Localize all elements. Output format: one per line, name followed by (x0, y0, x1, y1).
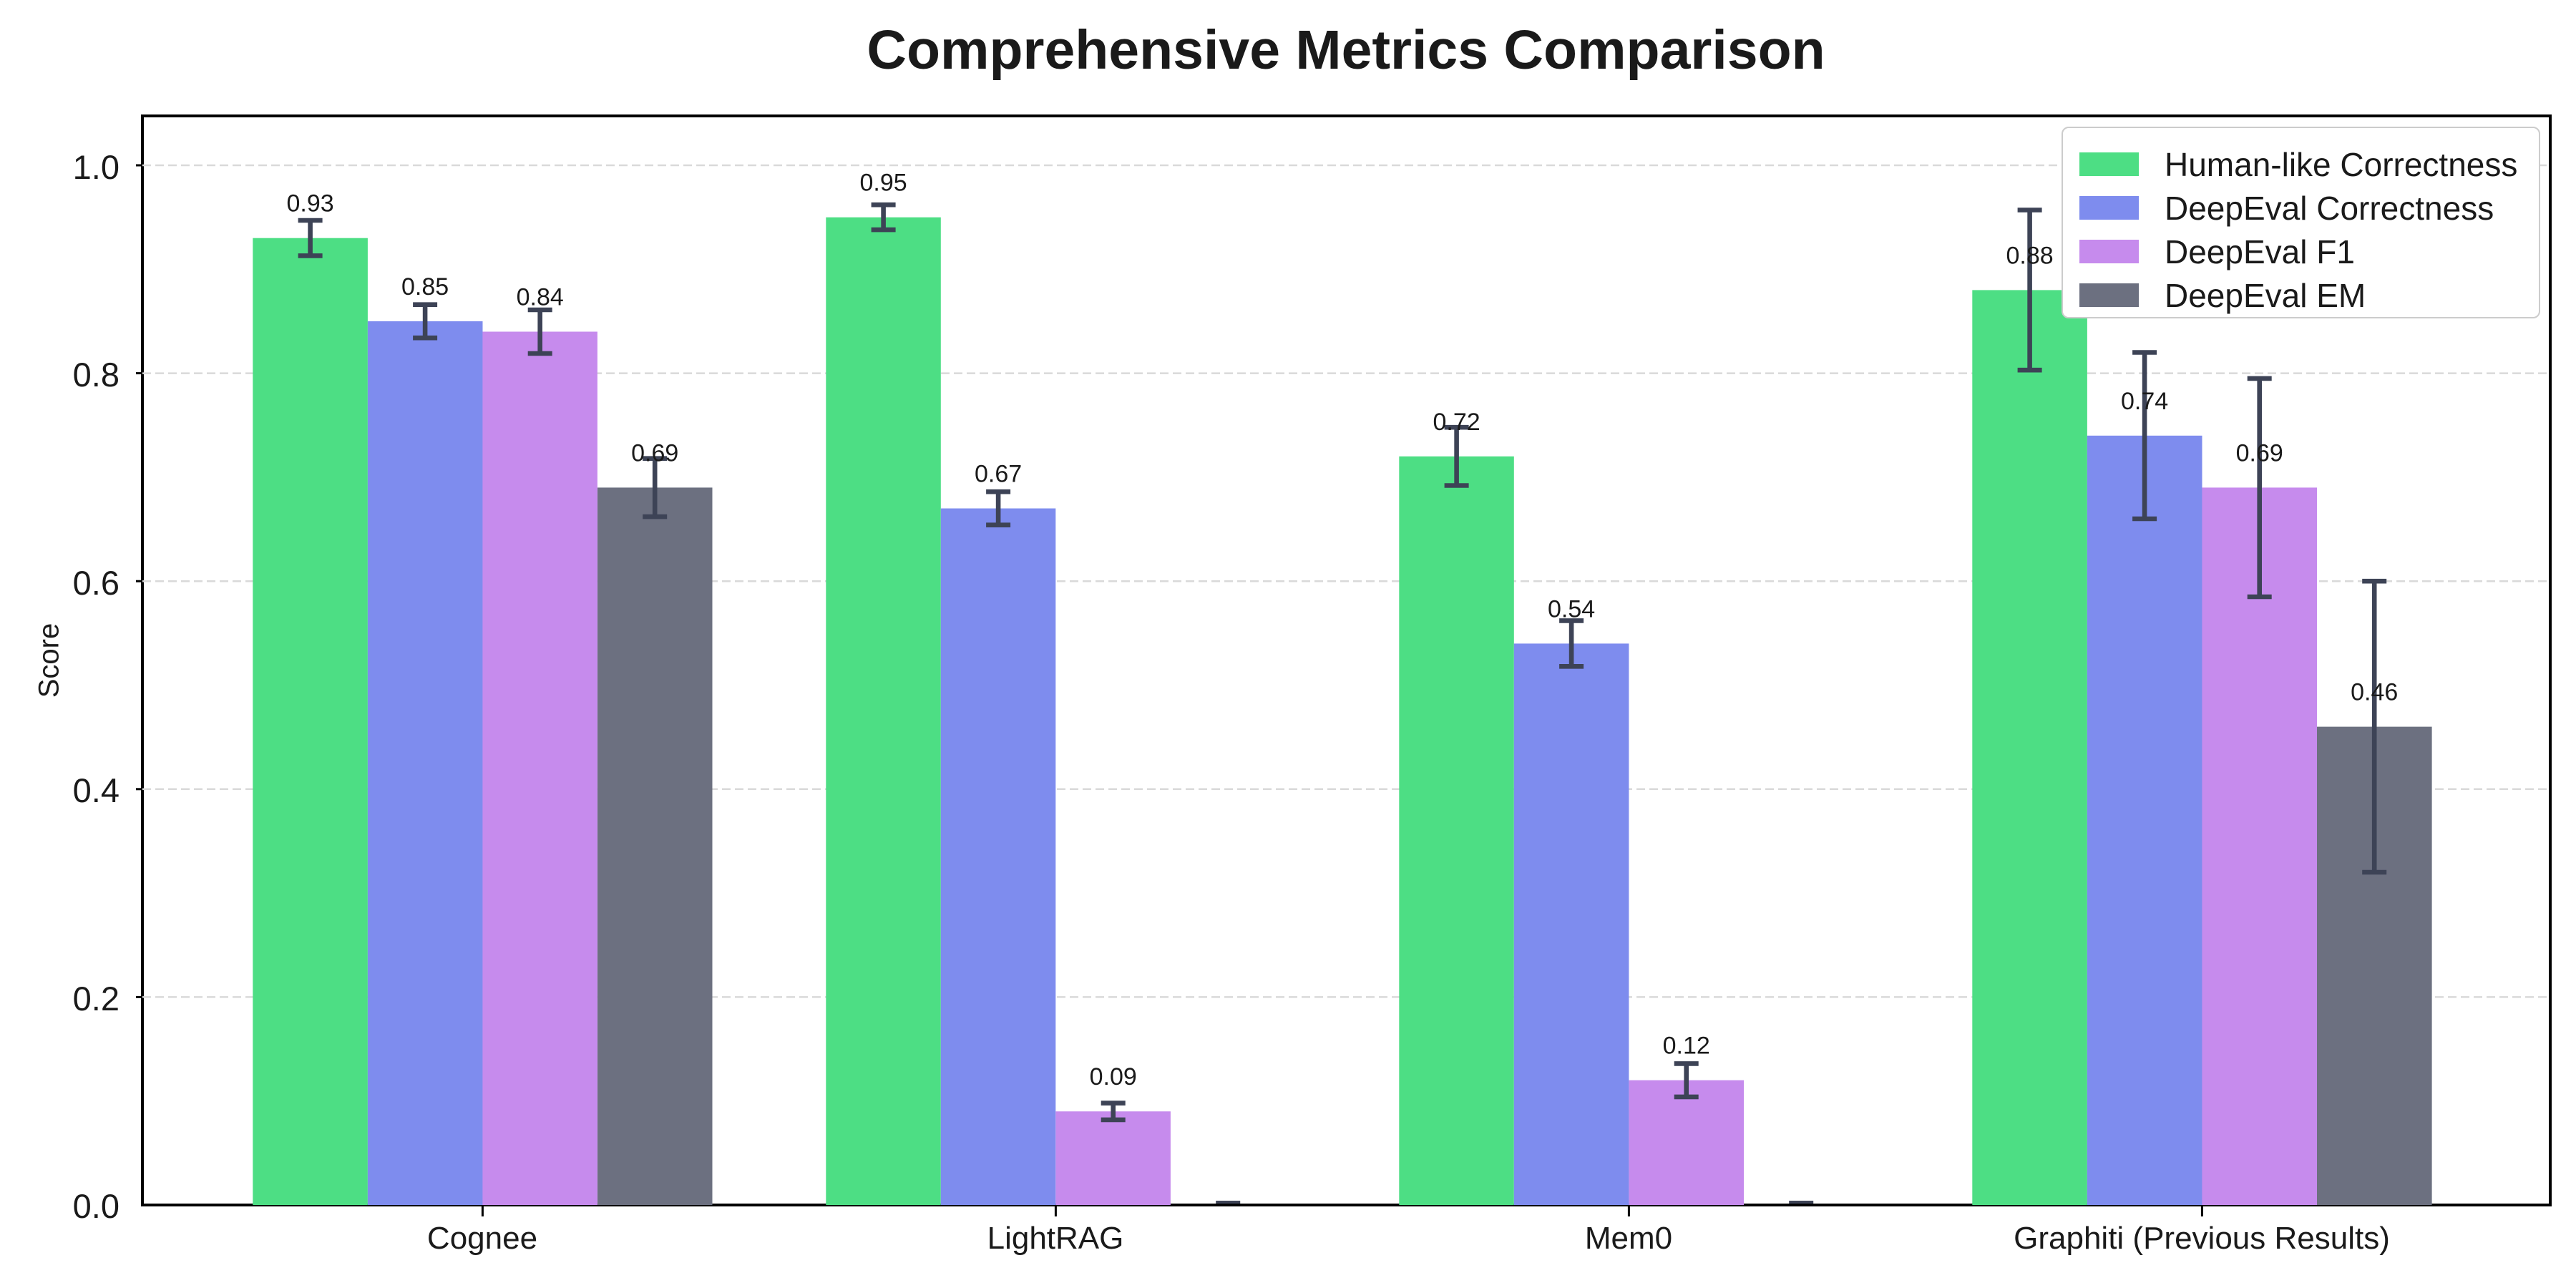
svg-text:0.12: 0.12 (1663, 1033, 1710, 1060)
svg-text:0.46: 0.46 (2351, 679, 2398, 706)
svg-text:0.69: 0.69 (631, 439, 678, 467)
svg-text:0.88: 0.88 (2006, 242, 2054, 269)
svg-text:0.54: 0.54 (1548, 595, 1595, 623)
svg-text:0.09: 0.09 (1090, 1063, 1137, 1091)
svg-text:0.67: 0.67 (975, 461, 1022, 488)
svg-text:0.69: 0.69 (2236, 439, 2283, 467)
svg-text:0.84: 0.84 (517, 284, 564, 311)
svg-text:0.85: 0.85 (401, 273, 449, 301)
svg-text:0.93: 0.93 (287, 190, 334, 218)
svg-text:0.95: 0.95 (860, 170, 907, 197)
svg-text:0.72: 0.72 (1433, 409, 1480, 436)
svg-text:0.74: 0.74 (2121, 388, 2168, 415)
